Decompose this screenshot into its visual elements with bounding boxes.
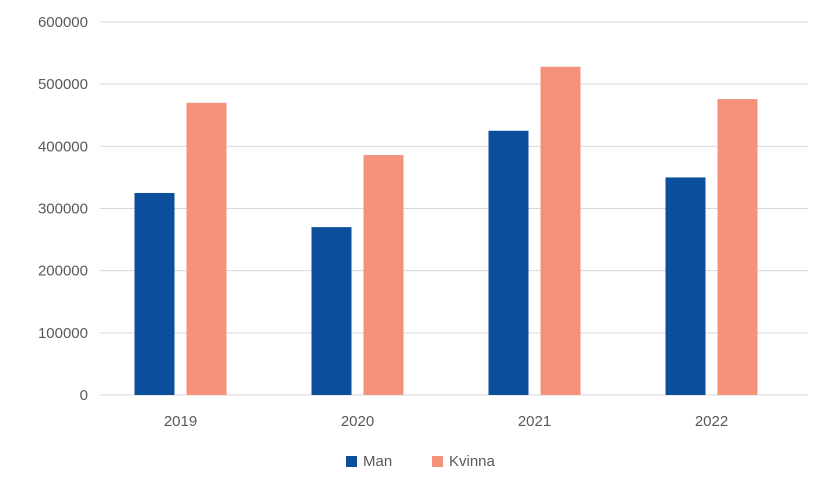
x-tick-label: 2020 (341, 413, 374, 430)
y-tick-label: 300000 (38, 201, 88, 218)
x-tick-label: 2022 (695, 413, 728, 430)
x-tick-label: 2019 (164, 413, 197, 430)
bar-kvinna-2020 (363, 155, 404, 395)
bar-kvinna-2019 (186, 102, 227, 396)
x-tick-label: 2021 (518, 413, 551, 430)
bars (134, 66, 758, 396)
legend: Man Kvinna (346, 453, 496, 470)
y-axis-ticks: 0 100000 200000 300000 400000 500000 600000 (38, 14, 88, 404)
y-tick-label: 500000 (38, 76, 88, 93)
y-tick-label: 400000 (38, 138, 88, 155)
bar-man-2019 (134, 192, 175, 395)
bar-man-2021 (488, 130, 529, 395)
bar-kvinna-2021 (540, 66, 581, 395)
bar-kvinna-2022 (717, 99, 758, 395)
legend-label-man: Man (363, 453, 392, 470)
y-tick-label: 200000 (38, 263, 88, 280)
legend-swatch-kvinna (432, 456, 443, 467)
y-tick-label: 0 (80, 387, 88, 404)
bar-man-2020 (311, 227, 352, 395)
y-tick-label: 100000 (38, 325, 88, 342)
x-axis-ticks: 2019 2020 2021 2022 (164, 413, 728, 430)
y-tick-label: 600000 (38, 14, 88, 31)
bar-man-2022 (665, 177, 706, 395)
legend-swatch-man (346, 456, 357, 467)
legend-label-kvinna: Kvinna (449, 453, 496, 470)
